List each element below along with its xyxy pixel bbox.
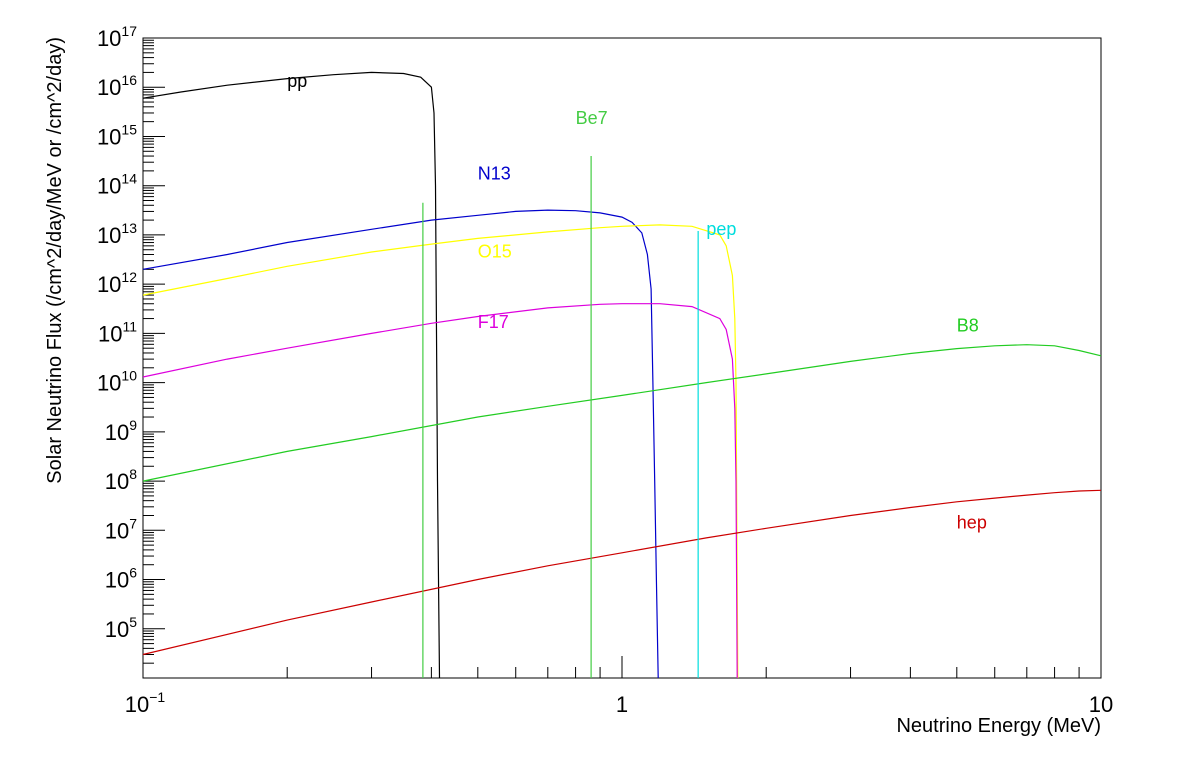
series-labels: pp N13 O15 F17 B8 hep Be7 pep: [287, 71, 987, 532]
series-b8-line: [142, 344, 1102, 482]
y-tick-label: 107: [105, 515, 137, 543]
x-tick-label: 10: [1089, 692, 1113, 717]
series-label-f17: F17: [478, 312, 509, 332]
series-label-hep: hep: [957, 512, 987, 532]
y-tick-label: 109: [105, 417, 137, 445]
series-label-b8: B8: [957, 315, 979, 335]
series-layer: [142, 71, 1102, 679]
series-label-be7: Be7: [576, 108, 608, 128]
series-label-pep: pep: [706, 219, 736, 239]
y-tick-label: 1011: [98, 318, 137, 346]
x-tick-label: 1: [616, 692, 628, 717]
series-o15-line: [142, 224, 739, 679]
y-axis-title: Solar Neutrino Flux (/cm^2/day/MeV or /c…: [44, 37, 66, 484]
x-axis-title: Neutrino Energy (MeV): [896, 715, 1101, 737]
y-tick-label: 108: [105, 466, 137, 494]
x-tick-label: 10−1: [125, 689, 166, 717]
series-label-o15: O15: [478, 241, 512, 261]
y-tick-label: 1017: [97, 23, 137, 51]
y-tick-label: 1010: [97, 368, 137, 396]
y-tick-label: 1012: [97, 269, 137, 297]
y-tick-label: 1016: [97, 72, 137, 100]
series-hep-line: [142, 489, 1102, 656]
series-label-n13: N13: [478, 163, 511, 183]
series-n13-line: [142, 209, 659, 679]
y-tick-label: 105: [105, 614, 137, 642]
plot-frame: [142, 37, 1102, 679]
y-tick-label: 106: [105, 565, 137, 593]
y-tick-label: 1013: [97, 220, 137, 248]
series-pp-line: [142, 71, 441, 679]
series-f17-line: [142, 303, 738, 679]
axis-ticks: [142, 39, 1080, 679]
y-tick-label: 1015: [97, 121, 137, 149]
y-tick-label: 1014: [97, 171, 137, 199]
tick-labels: 10−1 1 10 105 106 107 108 109 1010 1011 1012 1013 10…: [97, 23, 1113, 717]
series-label-pp: pp: [287, 71, 307, 91]
